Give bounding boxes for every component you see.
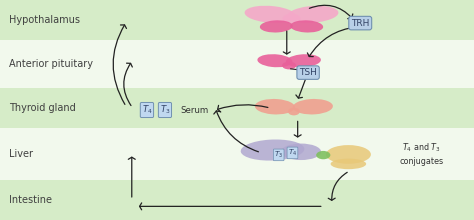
Bar: [0, 44, 474, 84]
Ellipse shape: [260, 20, 293, 33]
Ellipse shape: [326, 145, 371, 164]
Bar: [0, 132, 474, 176]
Text: $T_3$: $T_3$: [160, 104, 170, 116]
Text: Serum: Serum: [180, 106, 209, 114]
Text: Liver: Liver: [9, 149, 34, 159]
Ellipse shape: [255, 99, 295, 114]
Text: $T_4$: $T_4$: [288, 148, 297, 158]
Ellipse shape: [282, 62, 296, 70]
Ellipse shape: [245, 6, 296, 23]
Ellipse shape: [283, 14, 301, 24]
Text: TRH: TRH: [351, 19, 369, 28]
Text: $T_4$: $T_4$: [142, 104, 152, 116]
Ellipse shape: [287, 6, 338, 23]
Text: TSH: TSH: [299, 68, 317, 77]
Bar: [0, 0, 474, 40]
Ellipse shape: [288, 108, 300, 115]
Ellipse shape: [293, 99, 333, 114]
Ellipse shape: [241, 139, 304, 161]
Ellipse shape: [257, 54, 292, 67]
Text: Thyroid gland: Thyroid gland: [9, 103, 76, 113]
Text: Hypothalamus: Hypothalamus: [9, 15, 81, 25]
Text: Anterior pituitary: Anterior pituitary: [9, 59, 93, 69]
Bar: [0, 88, 474, 128]
Text: $T_4$ and $T_3$
conjugates: $T_4$ and $T_3$ conjugates: [400, 142, 444, 166]
Text: $T_3$: $T_3$: [274, 150, 283, 160]
Ellipse shape: [331, 159, 366, 169]
Bar: [0, 180, 474, 220]
Text: Intestine: Intestine: [9, 195, 53, 205]
Ellipse shape: [281, 144, 321, 160]
Ellipse shape: [290, 20, 323, 33]
Ellipse shape: [316, 151, 330, 159]
Ellipse shape: [286, 54, 321, 67]
